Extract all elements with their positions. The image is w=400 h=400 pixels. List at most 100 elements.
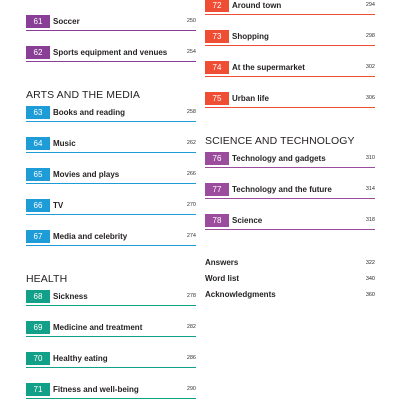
divider	[205, 229, 375, 230]
unit-number: 67	[26, 230, 50, 243]
toc-entry[interactable]: 67 Media and celebrity 274	[26, 230, 196, 246]
page-number: 318	[365, 217, 375, 223]
unit-number: 74	[205, 61, 229, 74]
unit-title: Fitness and well-being	[53, 385, 139, 394]
unit-title: TV	[53, 201, 64, 210]
toc-entry[interactable]: 78 Science 318	[205, 214, 375, 230]
toc-entry[interactable]: 77 Technology and the future 314	[205, 183, 375, 199]
divider	[26, 121, 196, 122]
unit-number: 78	[205, 214, 229, 227]
unit-title: Around town	[232, 1, 282, 10]
section-heading-science: SCIENCE AND TECHNOLOGY	[205, 135, 355, 147]
toc-entry[interactable]: 70 Healthy eating 286	[26, 352, 196, 368]
unit-title: Sickness	[53, 292, 88, 301]
page-number: 310	[365, 155, 375, 161]
page-number: 254	[186, 49, 196, 55]
page-number: 322	[365, 260, 375, 266]
unit-title: Technology and the future	[232, 185, 332, 194]
unit-number: 64	[26, 137, 50, 150]
divider	[205, 76, 375, 77]
divider	[205, 107, 375, 108]
unit-number: 62	[26, 46, 50, 59]
unit-title: Movies and plays	[53, 170, 120, 179]
unit-title: Soccer	[53, 17, 80, 26]
unit-title: Urban life	[232, 94, 269, 103]
unit-number: 69	[26, 321, 50, 334]
toc-entry[interactable]: 74 At the supermarket 302	[205, 61, 375, 77]
toc-entry[interactable]: 72 Around town 294	[205, 0, 375, 15]
toc-entry[interactable]: 63 Books and reading 258	[26, 106, 196, 122]
toc-entry[interactable]: 66 TV 270	[26, 199, 196, 215]
page-number: 302	[365, 64, 375, 70]
unit-title: At the supermarket	[232, 63, 305, 72]
divider	[26, 214, 196, 215]
toc-entry[interactable]: 64 Music 262	[26, 137, 196, 153]
divider	[26, 305, 196, 306]
section-heading-arts: ARTS AND THE MEDIA	[26, 89, 141, 101]
page-number: 340	[365, 276, 375, 282]
unit-title: Shopping	[232, 32, 269, 41]
divider	[26, 61, 196, 62]
page-number: 266	[186, 171, 196, 177]
unit-number: 71	[26, 383, 50, 396]
unit-title: Books and reading	[53, 108, 126, 117]
page-number: 298	[365, 33, 375, 39]
back-matter-label: Word list	[205, 274, 240, 283]
page-number: 290	[186, 386, 196, 392]
unit-number: 65	[26, 168, 50, 181]
divider	[26, 30, 196, 31]
unit-number: 73	[205, 30, 229, 43]
toc-entry[interactable]: 69 Medicine and treatment 282	[26, 321, 196, 337]
divider	[205, 198, 375, 199]
page-number: 294	[365, 2, 375, 8]
unit-title: Media and celebrity	[53, 232, 128, 241]
page-number: 278	[186, 293, 196, 299]
section-heading-health: HEALTH	[26, 273, 68, 285]
toc-entry[interactable]: 75 Urban life 306	[205, 92, 375, 108]
divider	[205, 167, 375, 168]
unit-number: 76	[205, 152, 229, 165]
unit-number: 63	[26, 106, 50, 119]
divider	[205, 14, 375, 15]
divider	[26, 152, 196, 153]
toc-entry[interactable]: 65 Movies and plays 266	[26, 168, 196, 184]
unit-title: Medicine and treatment	[53, 323, 143, 332]
page-number: 270	[186, 202, 196, 208]
divider	[205, 45, 375, 46]
toc-entry[interactable]: 61 Soccer 250	[26, 15, 196, 31]
divider	[26, 245, 196, 246]
back-matter-word-list[interactable]: Word list 340	[205, 273, 375, 285]
divider	[26, 336, 196, 337]
unit-number: 75	[205, 92, 229, 105]
page-number: 286	[186, 355, 196, 361]
page-number: 314	[365, 186, 375, 192]
unit-title: Technology and gadgets	[232, 154, 326, 163]
back-matter-acknowledgments[interactable]: Acknowledgments 360	[205, 289, 375, 301]
page-number: 262	[186, 140, 196, 146]
back-matter-answers[interactable]: Answers 322	[205, 257, 375, 269]
unit-number: 61	[26, 15, 50, 28]
toc-entry[interactable]: 62 Sports equipment and venues 254	[26, 46, 196, 62]
page-number: 258	[186, 109, 196, 115]
page-number: 274	[186, 233, 196, 239]
unit-number: 66	[26, 199, 50, 212]
unit-number: 68	[26, 290, 50, 303]
divider	[26, 183, 196, 184]
toc-entry[interactable]: 68 Sickness 278	[26, 290, 196, 306]
divider	[26, 398, 196, 399]
page-number: 282	[186, 324, 196, 330]
page-number: 306	[365, 95, 375, 101]
unit-number: 77	[205, 183, 229, 196]
back-matter-label: Acknowledgments	[205, 290, 276, 299]
unit-number: 70	[26, 352, 50, 365]
toc-entry[interactable]: 73 Shopping 298	[205, 30, 375, 46]
page-number: 250	[186, 18, 196, 24]
toc-entry[interactable]: 71 Fitness and well-being 290	[26, 383, 196, 399]
page-number: 360	[365, 292, 375, 298]
unit-title: Science	[232, 216, 263, 225]
divider	[26, 367, 196, 368]
unit-title: Sports equipment and venues	[53, 48, 168, 57]
unit-title: Healthy eating	[53, 354, 108, 363]
toc-entry[interactable]: 76 Technology and gadgets 310	[205, 152, 375, 168]
unit-title: Music	[53, 139, 76, 148]
